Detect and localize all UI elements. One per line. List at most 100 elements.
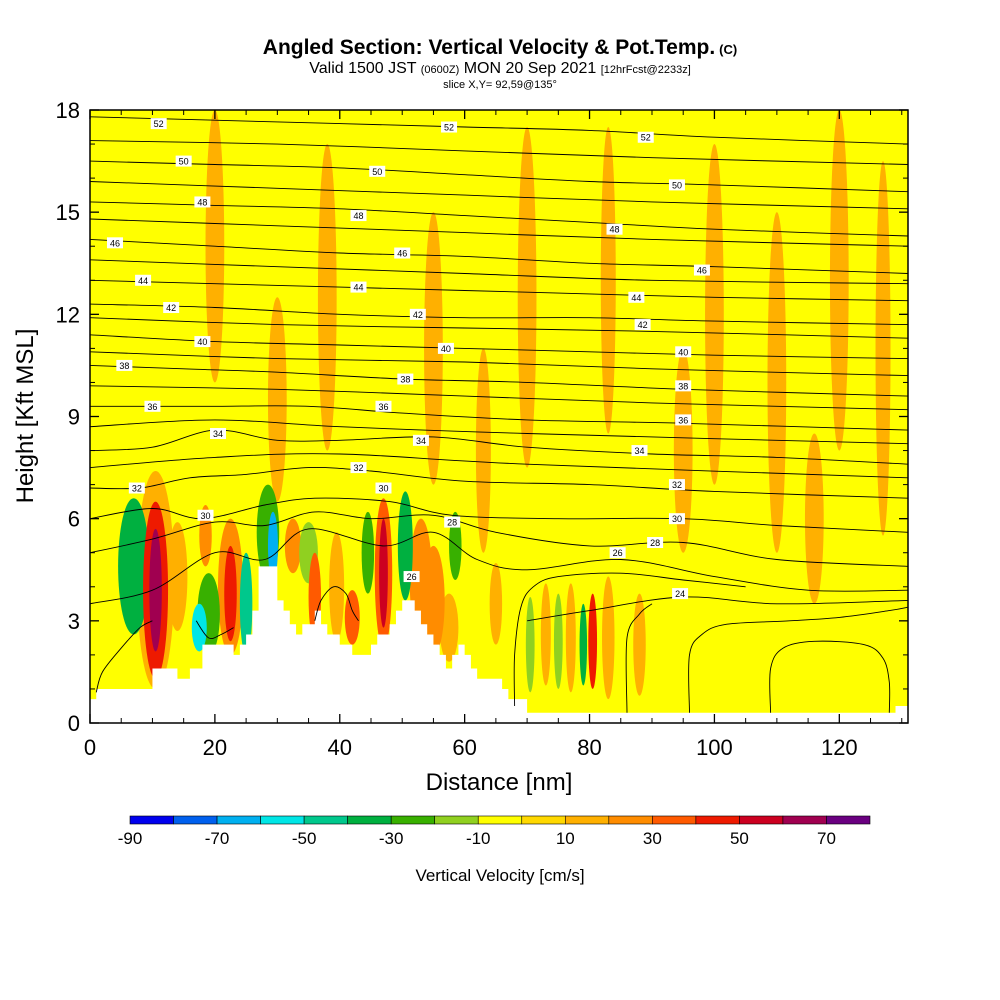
isentrope-label: 28 xyxy=(444,516,461,528)
isentrope-label: 44 xyxy=(135,274,152,286)
velocity-cell xyxy=(397,491,413,601)
isentrope-label-bg xyxy=(135,274,152,286)
isentrope-line xyxy=(90,181,908,210)
x-tick-label: 100 xyxy=(696,735,733,760)
isentrope-label-bg xyxy=(668,479,685,491)
velocity-cell xyxy=(475,348,491,553)
isentrope-label-bg xyxy=(675,380,692,392)
low-level-contour xyxy=(95,620,153,693)
isentrope-label-text: 46 xyxy=(110,238,120,248)
isentrope-label-bg xyxy=(444,516,461,528)
valid-forecast: [12hrFcst@2233z] xyxy=(600,64,691,76)
isentrope-label-text: 32 xyxy=(353,463,363,473)
velocity-cell xyxy=(553,593,563,689)
velocity-cell xyxy=(600,127,616,434)
isentrope-label-bg xyxy=(210,428,227,440)
velocity-cell xyxy=(673,348,693,553)
chart-title-text: Angled Section: Vertical Velocity & Pot.… xyxy=(262,36,716,59)
isentrope-34 xyxy=(90,429,908,465)
chart-slice-text: slice X,Y= 92,59@135° xyxy=(443,79,557,91)
low-level-contour xyxy=(314,586,359,622)
isentrope-label-bg xyxy=(350,210,367,222)
y-tick-label: 0 xyxy=(68,711,80,736)
isentrope-44 xyxy=(90,279,908,302)
isentrope-label-bg xyxy=(606,223,623,235)
isentrope-label: 30 xyxy=(197,509,214,521)
colorbar-swatch xyxy=(521,815,566,825)
isentrope-label: 46 xyxy=(106,237,123,249)
colorbar-tick-label: 10 xyxy=(556,829,575,848)
low-level-contour xyxy=(688,606,908,713)
isentrope-labels: 52 52 52 50 50 50 48 48 48 46 46 46 44 44 44 42 42 42 40 40… xyxy=(106,118,710,600)
isentrope-label-bg xyxy=(394,247,411,259)
isentrope-42 xyxy=(90,303,908,326)
isentrope-label: 24 xyxy=(672,588,689,600)
velocity-cell xyxy=(224,545,237,642)
isentrope-label: 42 xyxy=(634,319,651,331)
colorbar-tick-label: -10 xyxy=(466,829,491,848)
isentrope-label-bg xyxy=(437,342,454,354)
isentrope-label-text: 36 xyxy=(378,402,388,412)
colorbar-swatch xyxy=(739,815,784,825)
colorbar-tick-label: -30 xyxy=(379,829,404,848)
velocity-cell xyxy=(239,552,253,655)
isentrope-label-text: 26 xyxy=(613,548,623,558)
isentrope-label-text: 52 xyxy=(154,119,164,129)
velocity-cell xyxy=(267,511,278,580)
velocity-cell xyxy=(705,144,724,485)
isentrope-label-bg xyxy=(106,237,123,249)
isentrope-label-bg xyxy=(409,308,426,320)
colorbar-swatch xyxy=(303,815,348,825)
isentrope-label: 32 xyxy=(668,479,685,491)
isentrope-label-text: 34 xyxy=(634,446,644,456)
velocity-cell xyxy=(633,593,646,696)
velocity-cell xyxy=(449,511,462,580)
x-tick-label: 80 xyxy=(577,735,601,760)
isentrope-label-bg xyxy=(675,414,692,426)
low-level-contour xyxy=(513,572,746,707)
colorbar-title: Vertical Velocity [cm/s] xyxy=(415,866,584,885)
isentrope-label-bg xyxy=(150,118,167,130)
valid-date: MON 20 Sep 2021 xyxy=(463,60,597,77)
isentrope-label-bg xyxy=(194,336,211,348)
colorbar-swatch xyxy=(390,815,436,825)
y-tick-label: 9 xyxy=(68,405,80,430)
isentrope-label: 50 xyxy=(668,179,685,191)
isentrope-label-text: 32 xyxy=(672,480,682,490)
isentrope-label-bg xyxy=(175,155,192,167)
isentrope-label-text: 36 xyxy=(147,402,157,412)
isentrope-label-bg xyxy=(693,264,710,276)
isentrope-label: 32 xyxy=(128,482,145,494)
velocity-cell xyxy=(602,576,615,700)
terrain-mask xyxy=(90,566,908,723)
isentrope-32 xyxy=(90,467,908,499)
isentrope-label-text: 42 xyxy=(638,320,648,330)
isentrope-line xyxy=(90,419,908,445)
isentrope-label: 32 xyxy=(350,462,367,474)
isentrope-line xyxy=(90,218,908,247)
isentrope-label-bg xyxy=(116,359,133,371)
velocity-cell xyxy=(540,583,551,686)
velocity-cell xyxy=(284,518,302,574)
isentrope-label-bg xyxy=(350,281,367,293)
isentrope-label-bg xyxy=(194,196,211,208)
x-tick-label: 0 xyxy=(84,735,96,760)
chart-subtitle-valid: Valid 1500 JST (0600Z) MON 20 Sep 2021 [… xyxy=(0,60,1000,78)
isentrope-label-text: 40 xyxy=(197,337,207,347)
low-level-contour xyxy=(195,620,234,639)
isentrope-label-text: 40 xyxy=(678,347,688,357)
isentrope-label-bg xyxy=(128,482,145,494)
isentrope-28 xyxy=(90,511,908,567)
isentrope-label-text: 48 xyxy=(610,225,620,235)
isentrope-label: 50 xyxy=(175,155,192,167)
isentrope-label-text: 26 xyxy=(407,572,417,582)
y-tick-label: 15 xyxy=(56,200,80,225)
colorbar-swatch xyxy=(434,815,479,825)
isentrope-label-text: 44 xyxy=(631,293,641,303)
isentrope-label-bg xyxy=(397,373,414,385)
colorbar-swatch xyxy=(216,815,261,825)
isentrope-label-text: 50 xyxy=(672,180,682,190)
velocity-cell xyxy=(118,498,150,635)
velocity-cell xyxy=(361,511,375,594)
